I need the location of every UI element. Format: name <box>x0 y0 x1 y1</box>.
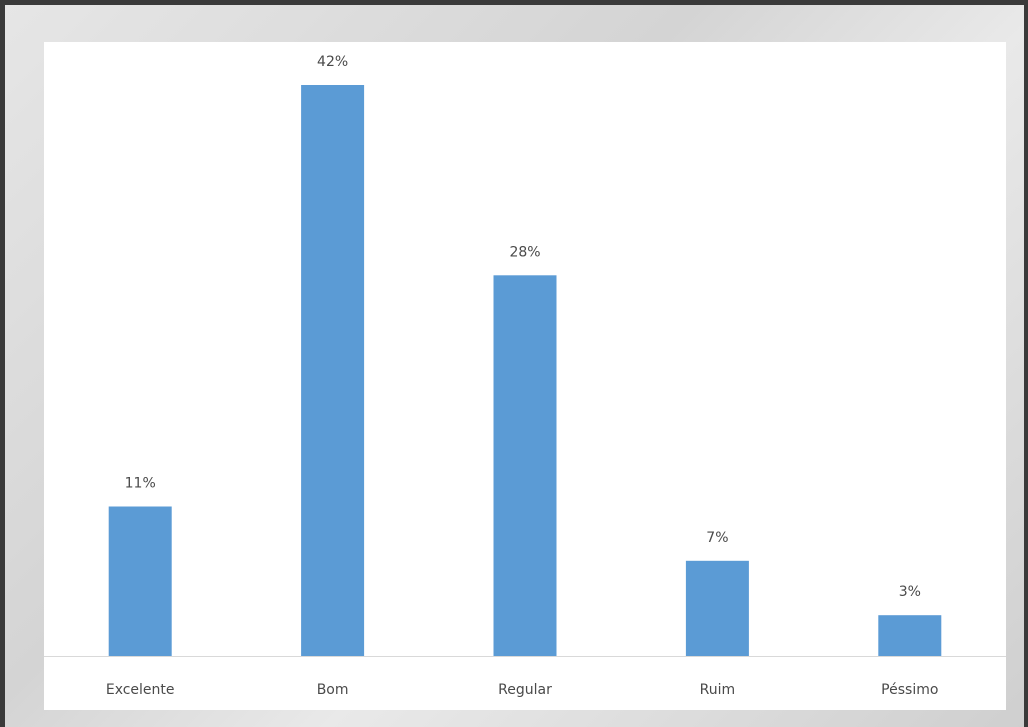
category-label-pessimo: Péssimo <box>881 682 938 698</box>
category-labels-group: Excelente Bom Regular Ruim Péssimo <box>106 682 939 698</box>
bar-regular <box>493 275 557 656</box>
value-label-bom: 42% <box>317 54 348 70</box>
bar-ruim <box>685 560 749 656</box>
value-label-pessimo: 3% <box>899 584 921 600</box>
category-label-bom: Bom <box>317 682 349 698</box>
bars-group <box>108 85 942 656</box>
bar-excelente <box>108 506 172 656</box>
bar-bom <box>301 85 365 656</box>
value-label-ruim: 7% <box>706 530 728 546</box>
value-label-excelente: 11% <box>125 476 156 492</box>
category-label-regular: Regular <box>498 682 552 698</box>
bar-pessimo <box>878 615 942 656</box>
category-label-ruim: Ruim <box>700 682 736 698</box>
category-label-excelente: Excelente <box>106 682 175 698</box>
value-labels-group: 11% 42% 28% 7% 3% <box>125 54 921 600</box>
value-label-regular: 28% <box>509 244 540 260</box>
